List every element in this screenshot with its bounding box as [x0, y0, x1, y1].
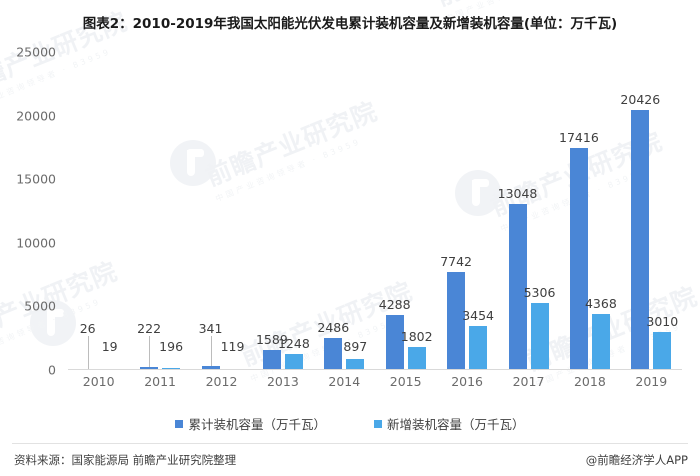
bar-group: 17416 4368: [559, 52, 617, 370]
bar-value-label: 19: [101, 339, 118, 354]
bar-group: 1589 1248: [255, 52, 310, 370]
bar-value-label: 119: [220, 339, 245, 354]
bar-value-label: 1802: [400, 329, 433, 345]
brand-note: @前瞻经济学人APP: [585, 453, 688, 467]
bar-new-capacity: [162, 367, 181, 370]
bar-value-label: 13048: [497, 186, 538, 202]
bar-value-label: 341: [198, 321, 223, 336]
source-note: 资料来源：国家能源局 前瞻产业研究院整理: [14, 453, 237, 467]
bar-value-label: 7742: [440, 253, 472, 269]
label-leader-line: [87, 336, 89, 369]
x-axis-tick-label: 2017: [512, 374, 545, 389]
axis-baseline: [68, 369, 682, 370]
bar-cumulative-capacity: [140, 367, 159, 370]
bar-cumulative-capacity: [631, 110, 650, 370]
bar-value-label: 1589: [255, 331, 288, 347]
x-axis-tick-label: 2011: [144, 374, 176, 389]
bar-value-label: 5306: [523, 284, 556, 300]
bar-cumulative-capacity: [324, 338, 343, 370]
x-axis-tick-label: 2015: [389, 374, 422, 389]
footer-divider: [12, 443, 688, 444]
bar-new-capacity: [469, 326, 488, 370]
bar-group: 20426 3010: [620, 52, 679, 370]
bar-new-capacity: [653, 331, 672, 370]
x-axis-tick-label: 2018: [573, 374, 606, 389]
bar-value-label: 1248: [277, 336, 310, 352]
label-leader-line: [149, 336, 151, 368]
watermark-main: 前瞻产业研究院: [432, 0, 612, 12]
x-axis-tick-label: 2013: [266, 374, 299, 389]
y-axis-tick-label: 20000: [16, 108, 56, 124]
bar-group: 222 196: [136, 52, 184, 370]
bar-new-capacity: [530, 302, 549, 370]
bar-new-capacity: [346, 358, 365, 370]
label-leader-line: [210, 336, 212, 366]
y-axis-tick-label: 5000: [24, 298, 56, 314]
bar-value-label: 4288: [378, 297, 411, 313]
x-axis-tick-label: 2019: [635, 374, 668, 389]
y-axis-tick-label: 25000: [16, 44, 56, 60]
chart-legend: 累计装机容量（万千瓦） 新增装机容量（万千瓦）: [0, 414, 700, 433]
x-axis-tick-label: 2012: [205, 374, 238, 389]
legend-label: 新增装机容量（万千瓦）: [387, 417, 525, 432]
y-axis: 0 5000 10000 15000 20000 25000: [0, 45, 62, 378]
bar-value-label: 222: [137, 321, 162, 336]
legend-item[interactable]: 新增装机容量（万千瓦）: [374, 414, 525, 433]
x-axis-tick-label: 2016: [451, 374, 483, 389]
bar-new-capacity: [284, 354, 303, 370]
y-axis-tick-label: 10000: [16, 235, 56, 251]
legend-label: 累计装机容量（万千瓦）: [188, 417, 326, 432]
x-axis: 2010 2011 2012 2013 2014 2015 2016 2017 2018 2019: [68, 374, 682, 396]
bar-value-label: 3454: [462, 308, 494, 324]
y-axis-tick-label: 0: [48, 362, 56, 378]
bar-cumulative-capacity: [201, 365, 220, 370]
bar-cumulative-capacity: [508, 204, 527, 370]
legend-swatch-icon: [374, 419, 382, 428]
legend-item[interactable]: 累计装机容量（万千瓦）: [175, 414, 326, 433]
bar-value-label: 17416: [559, 130, 599, 146]
bar-cumulative-capacity: [262, 349, 281, 370]
x-axis-tick-label: 2014: [328, 374, 361, 389]
bar-cumulative-capacity: [385, 315, 404, 370]
bar-group: 4288 1802: [378, 52, 433, 370]
bar-value-label: 897: [343, 339, 368, 354]
plot-area: 26 19 222 196 341 119 1589 1248 2486 897 4288 1802 7…: [68, 52, 682, 370]
x-axis-tick-label: 2010: [82, 374, 115, 389]
bar-new-capacity: [591, 314, 610, 370]
legend-swatch-icon: [175, 419, 184, 428]
bar-value-label: 3010: [646, 313, 679, 329]
bar-group: 7742 3454: [440, 52, 494, 370]
bar-value-label: 4368: [584, 296, 617, 312]
bar-cumulative-capacity: [569, 148, 588, 370]
bar-value-label: 26: [79, 321, 96, 336]
bar-group: 341 119: [198, 52, 246, 370]
bar-group: 26 19: [75, 52, 123, 370]
y-axis-tick-label: 15000: [16, 171, 56, 187]
chart-title: 图表2：2010-2019年我国太阳能光伏发电累计装机容量及新增装机容量(单位：…: [82, 16, 618, 32]
bar-value-label: 196: [159, 339, 184, 354]
bar-cumulative-capacity: [447, 271, 466, 370]
bar-new-capacity: [407, 347, 426, 370]
bar-value-label: 20426: [620, 92, 661, 108]
bar-value-label: 2486: [317, 320, 350, 336]
bar-group: 2486 897: [317, 52, 368, 370]
bar-group: 13048 5306: [498, 52, 556, 370]
